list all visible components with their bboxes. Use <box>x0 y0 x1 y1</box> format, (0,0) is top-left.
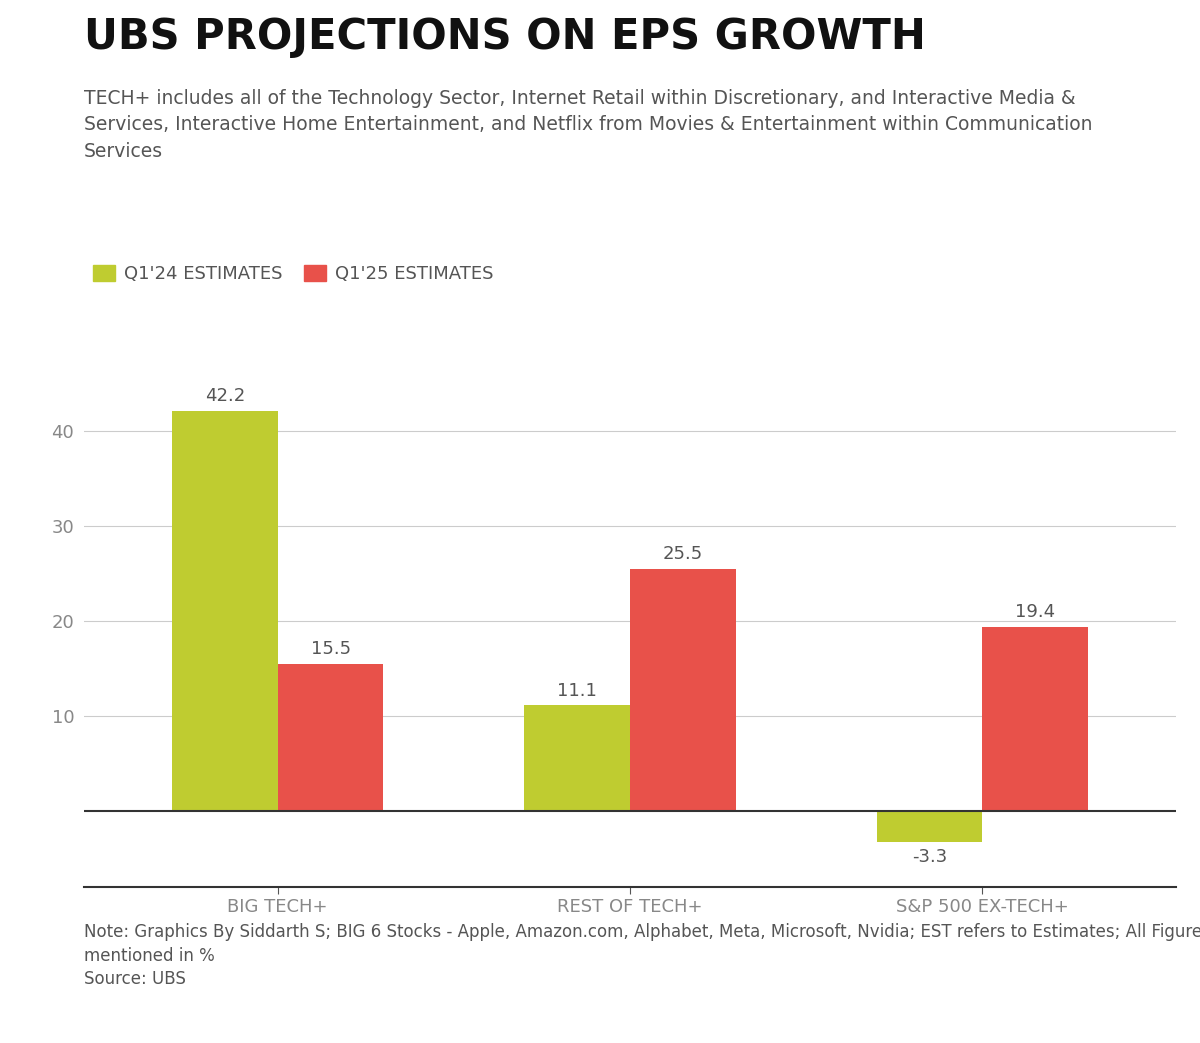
Text: 11.1: 11.1 <box>557 682 598 700</box>
Bar <box>524 705 630 810</box>
Bar <box>876 810 983 842</box>
Text: Note: Graphics By Siddarth S; BIG 6 Stocks - Apple, Amazon.com, Alphabet, Meta, : Note: Graphics By Siddarth S; BIG 6 Stoc… <box>84 923 1200 989</box>
Legend: Q1'24 ESTIMATES, Q1'25 ESTIMATES: Q1'24 ESTIMATES, Q1'25 ESTIMATES <box>94 265 493 283</box>
Text: 19.4: 19.4 <box>1015 603 1055 621</box>
Bar <box>983 627 1088 810</box>
Text: TECH+ includes all of the Technology Sector, Internet Retail within Discretionar: TECH+ includes all of the Technology Sec… <box>84 89 1092 161</box>
Bar <box>630 568 736 810</box>
Text: -3.3: -3.3 <box>912 848 947 866</box>
Bar <box>172 411 277 810</box>
Text: UBS PROJECTIONS ON EPS GROWTH: UBS PROJECTIONS ON EPS GROWTH <box>84 16 926 57</box>
Text: 42.2: 42.2 <box>205 387 245 405</box>
Text: 25.5: 25.5 <box>662 545 703 563</box>
Text: 15.5: 15.5 <box>311 640 350 658</box>
Bar <box>277 663 384 810</box>
